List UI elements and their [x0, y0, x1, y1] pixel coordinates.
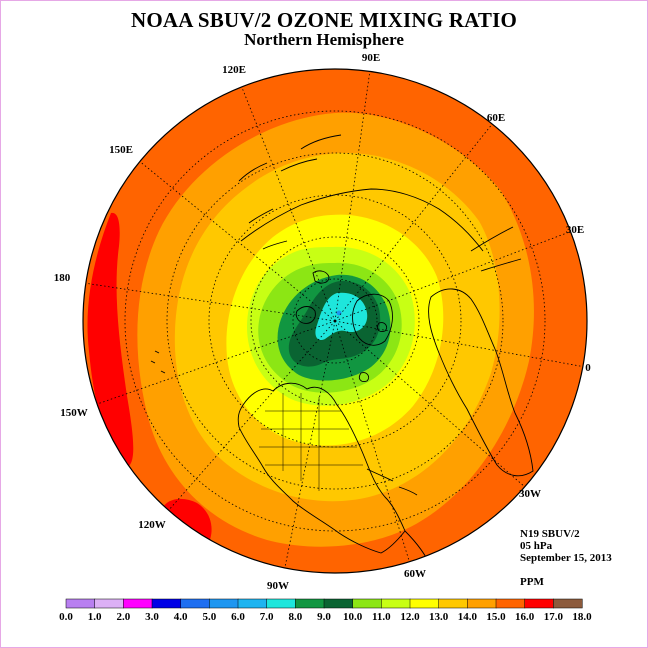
meridian-line — [126, 150, 336, 322]
lon-label-90e: 90E — [362, 52, 380, 64]
colorbar-swatch — [65, 598, 96, 609]
colorbar-swatch — [209, 598, 239, 609]
lon-label-0: 0 — [585, 362, 591, 374]
meridian-line — [83, 320, 336, 410]
figure-subtitle: Northern Hemisphere — [244, 30, 404, 49]
coastlines — [150, 134, 534, 568]
lon-label-180: 180 — [54, 272, 71, 284]
colorbar-swatch — [94, 598, 124, 609]
colorbar-swatch — [123, 598, 153, 609]
date-label: September 15, 2013 — [520, 552, 612, 564]
colorbar-swatch — [180, 598, 210, 609]
meridian-line — [83, 280, 336, 322]
colorbar-tick-label: 11.0 — [372, 611, 391, 623]
colorbar-swatch — [409, 598, 440, 609]
colorbar-swatch — [237, 598, 268, 609]
lon-label-90w: 90W — [267, 580, 289, 592]
lon-label-60e: 60E — [487, 112, 505, 124]
latitude-circle — [166, 152, 504, 490]
colorbar-tick-label: 3.0 — [145, 611, 159, 623]
lon-label-150w: 150W — [60, 407, 88, 419]
colorbar-tick-label: 4.0 — [174, 611, 188, 623]
colorbar-tick-label: 12.0 — [400, 611, 420, 623]
colorbar-swatch — [295, 598, 325, 609]
map-boundary — [82, 68, 588, 574]
meridian-line — [236, 74, 336, 322]
colorbar-tick-label: 13.0 — [429, 611, 449, 623]
ozone-max-region-west — [87, 212, 134, 468]
colorbar-swatch — [495, 598, 526, 609]
pressure-level-label: 05 hPa — [520, 540, 553, 552]
colorbar-tick-label: 9.0 — [317, 611, 331, 623]
colorbar-tick-label: 6.0 — [231, 611, 245, 623]
colorbar-swatch — [323, 598, 354, 609]
colorbar: 0.0 1.0 2.0 3.0 4.0 5.0 6.0 7.0 8.0 9.0 10.0 11.0 12… — [59, 598, 592, 623]
latitude-circle — [208, 194, 462, 448]
meridian-line — [334, 69, 372, 322]
lon-label-150e: 150E — [109, 144, 133, 156]
colorbar-tick-label: 16.0 — [515, 611, 535, 623]
lon-label-30w: 30W — [519, 488, 541, 500]
colorbar-swatch — [553, 598, 583, 609]
colorbar-swatch — [381, 598, 411, 609]
colorbar-tick-label: 10.0 — [343, 611, 363, 623]
lon-label-120e: 120E — [222, 64, 246, 76]
ozone-field — [83, 69, 587, 573]
units-label: PPM — [520, 576, 544, 588]
colorbar-tick-label: 8.0 — [288, 611, 302, 623]
colorbar-tick-label: 14.0 — [458, 611, 478, 623]
colorbar-tick-label: 1.0 — [88, 611, 102, 623]
colorbar-swatch — [438, 598, 468, 609]
colorbar-tick-label: 17.0 — [544, 611, 564, 623]
info-block: N19 SBUV/2 05 hPa September 15, 2013 PPM — [520, 528, 612, 588]
longitude-labels: 90E 60E 30E 0 30W 60W 90W 120W 150W 180 … — [54, 52, 592, 592]
colorbar-tick-label: 0.0 — [59, 611, 73, 623]
colorbar-swatch — [151, 598, 182, 609]
colorbar-tick-label: 15.0 — [486, 611, 506, 623]
colorbar-swatch — [467, 598, 497, 609]
ozone-minimum-core — [336, 310, 342, 316]
lon-label-120w: 120W — [138, 519, 166, 531]
colorbar-tick-label: 7.0 — [260, 611, 274, 623]
colorbar-tick-label: 18.0 — [572, 611, 592, 623]
latitude-circle — [250, 236, 420, 406]
lon-label-30e: 30E — [566, 224, 584, 236]
meridian-line — [334, 320, 412, 568]
colorbar-swatch — [524, 598, 554, 609]
colorbar-swatch — [352, 598, 382, 609]
lon-label-60w: 60W — [404, 568, 426, 580]
latitude-circle — [292, 278, 378, 364]
graticule — [83, 69, 586, 573]
colorbar-tick-label: 2.0 — [116, 611, 130, 623]
colorbar-tick-label: 5.0 — [202, 611, 216, 623]
latitude-circle — [124, 110, 546, 532]
figure-title: NOAA SBUV/2 OZONE MIXING RATIO — [131, 8, 517, 32]
colorbar-swatch — [266, 598, 296, 609]
instrument-label: N19 SBUV/2 — [520, 528, 580, 540]
